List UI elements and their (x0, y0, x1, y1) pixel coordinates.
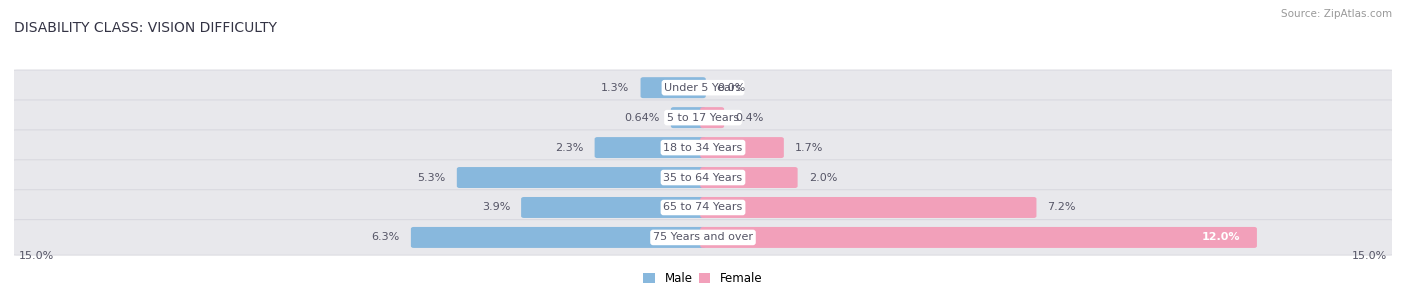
Text: 6.3%: 6.3% (371, 233, 399, 242)
Text: 2.3%: 2.3% (555, 143, 583, 153)
FancyBboxPatch shape (671, 107, 706, 128)
Text: 35 to 64 Years: 35 to 64 Years (664, 173, 742, 182)
Text: 12.0%: 12.0% (1202, 233, 1240, 242)
Text: 7.2%: 7.2% (1047, 202, 1076, 212)
FancyBboxPatch shape (411, 227, 706, 248)
FancyBboxPatch shape (700, 167, 797, 188)
Legend: Male, Female: Male, Female (644, 272, 762, 285)
Text: Source: ZipAtlas.com: Source: ZipAtlas.com (1281, 9, 1392, 19)
FancyBboxPatch shape (8, 160, 1398, 195)
Text: 0.0%: 0.0% (717, 83, 745, 93)
FancyBboxPatch shape (8, 100, 1398, 135)
Text: 1.3%: 1.3% (602, 83, 630, 93)
Text: Under 5 Years: Under 5 Years (665, 83, 741, 93)
Text: DISABILITY CLASS: VISION DIFFICULTY: DISABILITY CLASS: VISION DIFFICULTY (14, 21, 277, 35)
FancyBboxPatch shape (8, 70, 1398, 105)
FancyBboxPatch shape (8, 220, 1398, 255)
FancyBboxPatch shape (457, 167, 706, 188)
FancyBboxPatch shape (595, 137, 706, 158)
FancyBboxPatch shape (700, 137, 783, 158)
Text: 3.9%: 3.9% (482, 202, 510, 212)
Text: 75 Years and over: 75 Years and over (652, 233, 754, 242)
FancyBboxPatch shape (700, 107, 724, 128)
Text: 1.7%: 1.7% (794, 143, 824, 153)
Text: 0.4%: 0.4% (735, 112, 763, 123)
Text: 5.3%: 5.3% (418, 173, 446, 182)
Text: 2.0%: 2.0% (808, 173, 837, 182)
Text: 18 to 34 Years: 18 to 34 Years (664, 143, 742, 153)
FancyBboxPatch shape (700, 227, 1257, 248)
FancyBboxPatch shape (700, 197, 1036, 218)
Text: 15.0%: 15.0% (1353, 251, 1388, 261)
Text: 65 to 74 Years: 65 to 74 Years (664, 202, 742, 212)
Text: 0.64%: 0.64% (624, 112, 659, 123)
Text: 15.0%: 15.0% (18, 251, 53, 261)
Text: 5 to 17 Years: 5 to 17 Years (666, 112, 740, 123)
FancyBboxPatch shape (641, 77, 706, 98)
FancyBboxPatch shape (522, 197, 706, 218)
FancyBboxPatch shape (8, 130, 1398, 165)
FancyBboxPatch shape (8, 190, 1398, 225)
